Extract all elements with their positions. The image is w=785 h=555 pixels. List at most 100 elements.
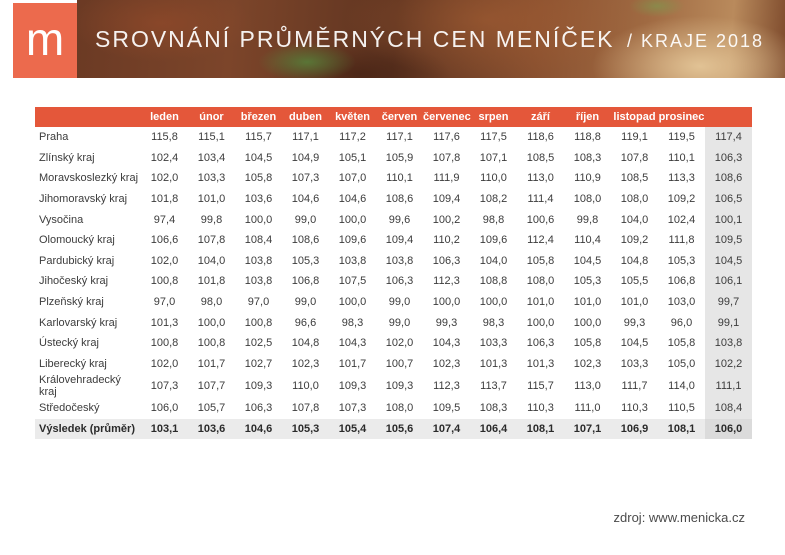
price-cell: 109,4: [432, 193, 461, 206]
month-header-cell: srpen: [470, 107, 517, 127]
month-header-cell: březen: [235, 107, 282, 127]
region-name-cell: Jihomoravský kraj: [39, 193, 128, 206]
price-cell: 109,3: [338, 380, 367, 393]
price-cell: 113,0: [527, 172, 554, 185]
price-cell: 102,3: [573, 357, 602, 370]
region-row: Středočeský 106,0 105,7 106,3 107,8 107,3 108,…: [35, 398, 752, 419]
average-header-cell: [705, 107, 752, 127]
region-average-cell: 99,1: [705, 312, 752, 333]
price-cell: 100,8: [197, 337, 226, 350]
price-cell: 102,3: [291, 357, 320, 370]
price-cell: 100,0: [479, 296, 508, 309]
page-title-suffix: / KRAJE 2018: [626, 30, 765, 51]
price-cell: 104,8: [620, 254, 649, 267]
price-cell: 107,3: [338, 402, 367, 415]
price-cell: 117,1: [292, 131, 319, 144]
price-cell: 107,3: [291, 172, 320, 185]
price-cell: 98,3: [482, 316, 505, 329]
price-cell: 109,3: [385, 380, 414, 393]
price-cell: 103,6: [244, 193, 273, 206]
price-cell: 110,0: [292, 380, 319, 393]
price-cell: 107,8: [197, 234, 226, 247]
price-cell: 100,8: [150, 275, 179, 288]
total-row: Výsledek (průměr) 103,1 103,6 104,6 105,3 105…: [35, 418, 752, 440]
region-row: Olomoucký kraj 106,6 107,8 108,4 108,6 109,6 1…: [35, 229, 752, 251]
price-cell: 98,3: [341, 316, 364, 329]
price-cell: 109,6: [338, 234, 367, 247]
price-cell: 117,2: [339, 131, 366, 144]
region-row: Ústecký kraj 100,8 100,8 102,5 104,8 104,3 102…: [35, 332, 752, 354]
price-cell: 110,4: [574, 234, 601, 247]
price-cell: 105,8: [573, 337, 602, 350]
price-cell: 102,0: [385, 337, 414, 350]
region-row: Vysočina 97,4 99,8 100,0 99,0 100,0 99,6 100,2 9…: [35, 209, 752, 230]
region-row: Plzeňský kraj 97,0 98,0 97,0 99,0 100,0 99,0 10…: [35, 291, 752, 313]
price-cell: 118,6: [527, 131, 554, 144]
price-cell: 100,0: [338, 296, 367, 309]
region-name-cell: Zlínský kraj: [39, 151, 95, 164]
price-cell: 110,9: [574, 172, 601, 185]
price-cell: 106,3: [432, 254, 461, 267]
price-cell: 114,0: [668, 380, 695, 393]
price-cell: 99,8: [200, 213, 223, 226]
month-header-cell: prosinec: [658, 107, 705, 127]
price-cell: 110,5: [668, 402, 695, 415]
price-cell: 119,1: [621, 131, 648, 144]
price-cell: 113,3: [668, 172, 695, 185]
total-price-cell: 106,9: [611, 418, 658, 440]
price-cell: 108,5: [526, 151, 555, 164]
region-average-cell: 106,5: [705, 188, 752, 210]
price-cell: 102,4: [667, 213, 696, 226]
price-cell: 103,3: [620, 357, 649, 370]
month-header-row: leden únor březen duben květen červen červenec…: [35, 107, 752, 127]
price-cell: 101,8: [150, 193, 179, 206]
price-cell: 109,6: [479, 234, 508, 247]
page-title: SROVNÁNÍ PRŮMĚRNÝCH CEN MENÍČEK / KRAJE …: [77, 26, 764, 53]
total-price-cell: 105,6: [376, 418, 423, 440]
total-price-cell: 108,1: [517, 418, 564, 440]
price-cell: 115,7: [527, 380, 554, 393]
price-cell: 103,3: [479, 337, 508, 350]
price-cell: 103,8: [338, 254, 367, 267]
price-cell: 102,3: [432, 357, 461, 370]
price-cell: 104,0: [479, 254, 508, 267]
price-cell: 113,7: [480, 380, 507, 393]
price-cell: 100,0: [244, 213, 273, 226]
region-row: Zlínský kraj 102,4 103,4 104,5 104,9 105,1 105…: [35, 147, 752, 169]
region-average-cell: 104,5: [705, 250, 752, 272]
price-cell: 108,0: [526, 275, 555, 288]
region-name-cell: Praha: [39, 131, 69, 144]
total-price-cell: 103,6: [188, 418, 235, 440]
region-name-cell: Vysočina: [39, 213, 84, 226]
price-cell: 105,3: [667, 254, 696, 267]
price-cell: 103,8: [244, 275, 273, 288]
price-cell: 106,3: [385, 275, 414, 288]
price-cell: 104,0: [620, 213, 649, 226]
region-name-cell: Moravskoslezký kraj: [39, 172, 139, 185]
price-cell: 109,3: [244, 380, 273, 393]
region-average-cell: 99,7: [705, 291, 752, 313]
price-cell: 107,0: [338, 172, 367, 185]
price-cell: 109,5: [432, 402, 461, 415]
corner-cell: [35, 107, 141, 127]
price-cell: 104,3: [432, 337, 461, 350]
price-cell: 104,5: [244, 151, 273, 164]
price-cell: 101,0: [573, 296, 602, 309]
total-label-cell: Výsledek (průměr): [35, 418, 141, 440]
price-cell: 100,0: [573, 316, 602, 329]
price-cell: 98,0: [200, 296, 223, 309]
month-header-cell: červenec: [423, 107, 471, 127]
price-cell: 107,1: [479, 151, 508, 164]
price-cell: 104,6: [291, 193, 320, 206]
price-cell: 108,0: [385, 402, 414, 415]
price-cell: 101,3: [479, 357, 508, 370]
total-price-cell: 105,3: [282, 418, 329, 440]
region-name-cell: Karlovarský kraj: [39, 316, 118, 329]
price-cell: 101,7: [197, 357, 226, 370]
region-row: Karlovarský kraj 101,3 100,0 100,8 96,6 98,3 9…: [35, 312, 752, 333]
price-cell: 111,4: [527, 193, 554, 206]
region-name-cell: Jihočeský kraj: [39, 275, 109, 288]
price-cell: 104,0: [197, 254, 226, 267]
region-name-cell: Královehradecký kraj: [39, 374, 121, 399]
price-cell: 104,5: [620, 337, 649, 350]
